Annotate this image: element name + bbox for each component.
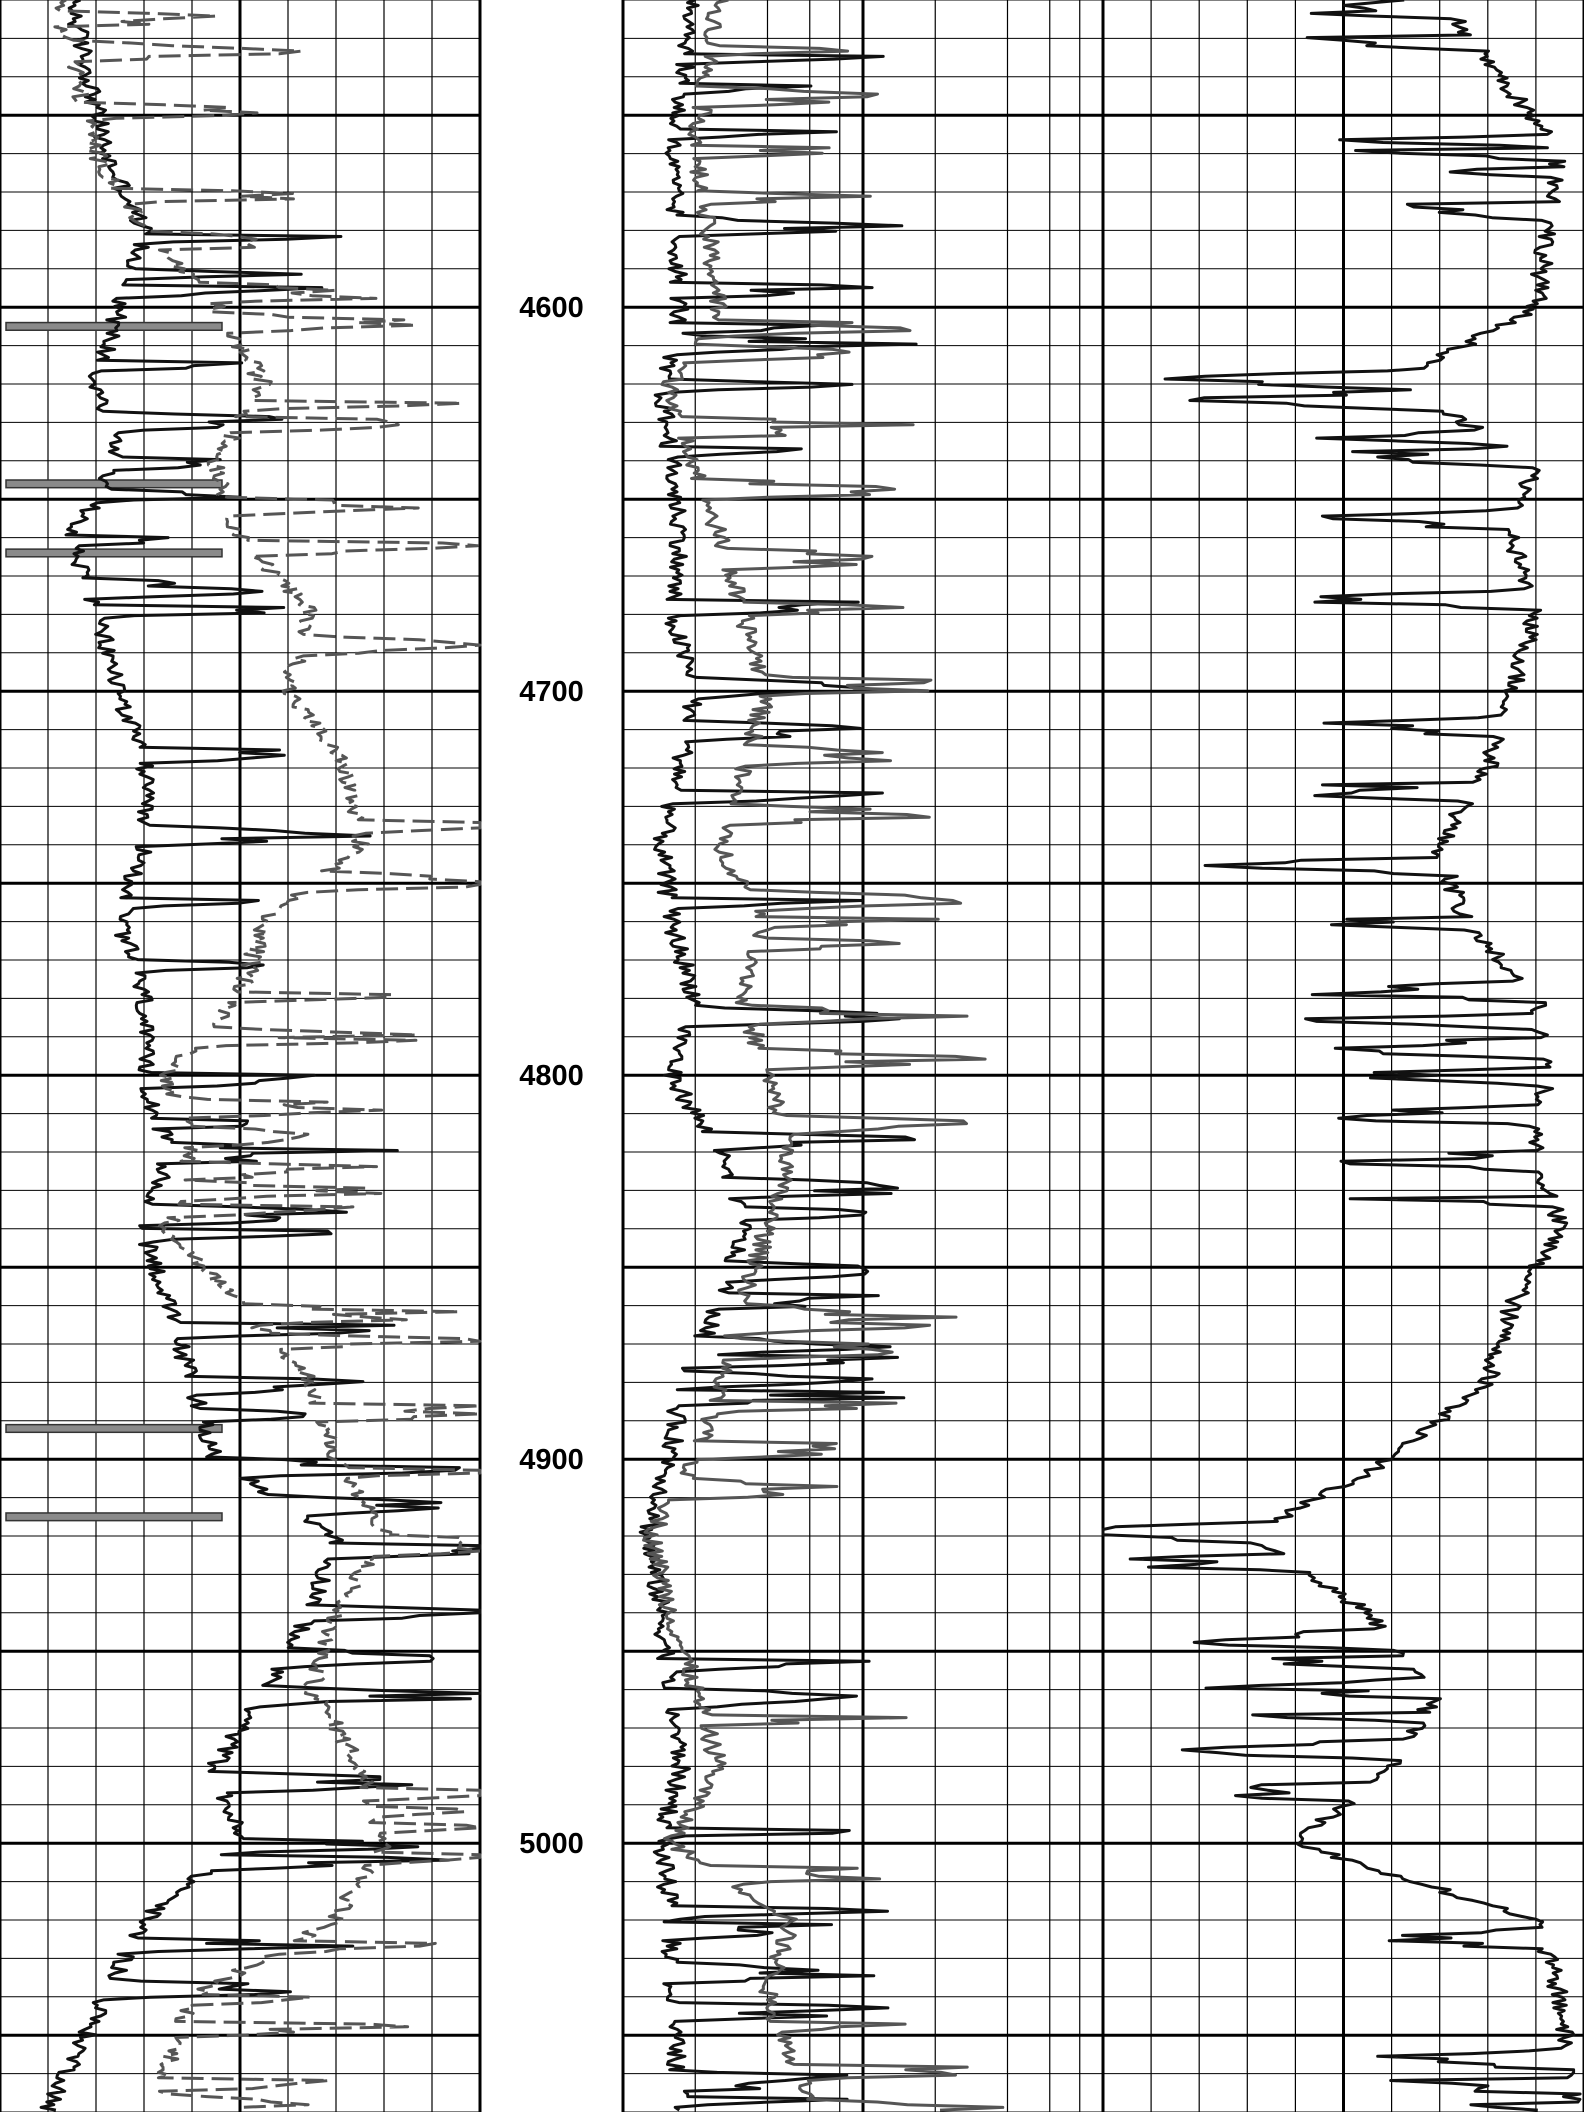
shaded-interval (5, 548, 223, 558)
shaded-intervals (5, 321, 223, 1522)
shaded-interval (5, 1423, 223, 1434)
log-curve-track1-series1 (39, 0, 482, 2112)
log-curve-track3-series1 (1101, 0, 1582, 2112)
depth-label-4900: 4900 (519, 1444, 584, 1476)
shaded-interval (5, 321, 223, 331)
log-curve-track2-series1 (638, 0, 918, 2112)
log-curve-track1-series2 (53, 0, 482, 2111)
depth-label-5000: 5000 (519, 1828, 584, 1860)
depth-label-4700: 4700 (519, 676, 584, 708)
shaded-interval (5, 1512, 223, 1522)
curves (39, 0, 1582, 2112)
track-1-grid (0, 0, 482, 2112)
depth-axis: 4600 4700 4800 4900 5000 (519, 292, 584, 1860)
log-curve-track2-series2 (642, 0, 1005, 2112)
depth-label-4600: 4600 (519, 292, 584, 324)
track-2-grid (621, 0, 1105, 2112)
depth-label-4800: 4800 (519, 1060, 584, 1092)
shaded-interval (5, 479, 223, 489)
track-3-grid (1101, 0, 1584, 2112)
